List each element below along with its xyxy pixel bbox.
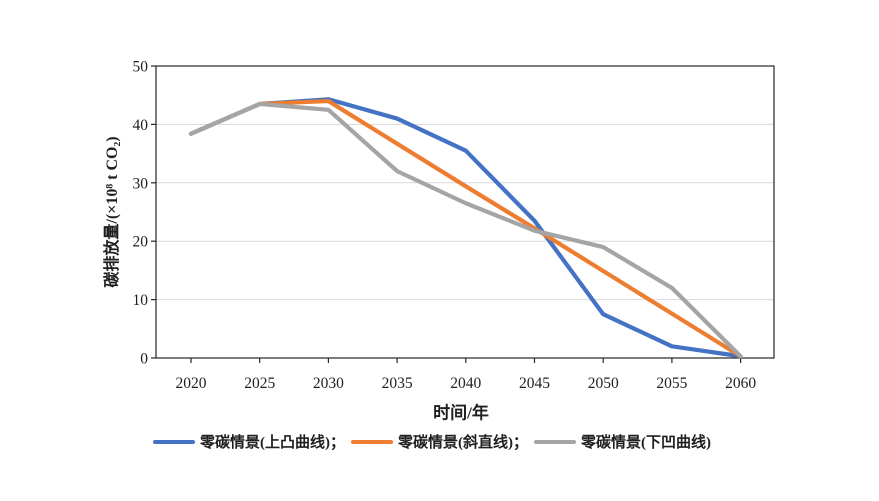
x-tick-label: 2035	[382, 375, 413, 392]
plot-border	[155, 65, 775, 359]
x-axis-title: 时间/年	[433, 403, 489, 423]
y-axis-title: 碳排放量/(×10⁸ t CO₂)	[104, 136, 121, 288]
series-line	[188, 97, 743, 359]
x-tick-label: 2055	[656, 375, 687, 392]
legend-item-concave: 零碳情景(下凹曲线)	[534, 431, 711, 452]
legend-item-straight: 零碳情景(斜直线)；	[351, 431, 528, 452]
legend-swatch-orange-line-icon	[351, 439, 393, 444]
legend-label: 零碳情景(下凹曲线)	[581, 435, 711, 451]
series-line	[188, 101, 743, 359]
legend-label: 零碳情景(上凸曲线)；	[200, 435, 345, 451]
x-tick-label: 2020	[176, 375, 207, 392]
legend-label: 零碳情景(斜直线)；	[398, 435, 528, 451]
x-tick-label: 2045	[519, 375, 550, 392]
x-tick-label: 2050	[588, 375, 619, 392]
legend-item-convex: 零碳情景(上凸曲线)；	[153, 431, 345, 452]
y-tick-label: 10	[133, 292, 149, 309]
x-tick-label: 2060	[725, 375, 756, 392]
y-tick-label: 40	[133, 117, 149, 134]
legend: 零碳情景(上凸曲线)； 零碳情景(斜直线)； 零碳情景(下凹曲线)	[153, 431, 711, 452]
y-tick-label: 50	[133, 59, 149, 76]
legend-swatch-gray-line-icon	[534, 439, 576, 444]
y-tick-label: 0	[140, 351, 148, 368]
y-tick-label: 30	[133, 175, 149, 192]
legend-swatch-blue-line-icon	[153, 439, 195, 444]
x-tick-label: 2025	[244, 375, 275, 392]
x-tick-label: 2040	[450, 375, 481, 392]
series-line	[188, 98, 743, 359]
y-tick-label: 20	[133, 234, 149, 251]
x-tick-label: 2030	[313, 375, 344, 392]
